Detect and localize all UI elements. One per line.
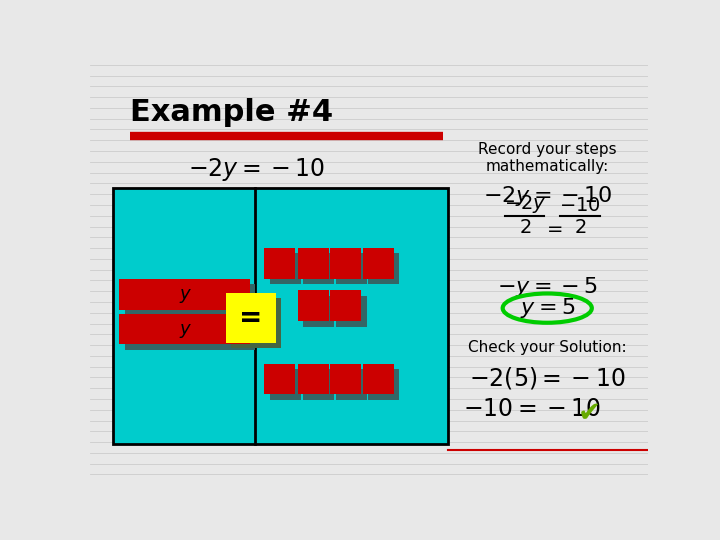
- Bar: [336, 253, 366, 284]
- Bar: [336, 369, 366, 400]
- Bar: [368, 253, 399, 284]
- Text: $-2(5) = -10$: $-2(5) = -10$: [469, 365, 626, 391]
- Text: Record your steps
mathematically:: Record your steps mathematically:: [478, 142, 616, 174]
- Bar: [270, 253, 301, 284]
- Text: $-2y = -10$: $-2y = -10$: [482, 184, 612, 208]
- Text: ✔: ✔: [578, 399, 601, 427]
- Bar: [297, 363, 329, 394]
- Text: $-y = -5$: $-y = -5$: [497, 275, 598, 299]
- Bar: [330, 291, 361, 321]
- Bar: [330, 363, 361, 394]
- Bar: [264, 363, 295, 394]
- Text: $-2y$: $-2y$: [504, 193, 546, 215]
- Text: y: y: [179, 320, 190, 338]
- Text: $-2y=-10$: $-2y=-10$: [188, 156, 325, 183]
- Bar: [303, 253, 334, 284]
- Text: $2$: $2$: [519, 218, 532, 237]
- Text: $-10$: $-10$: [559, 196, 600, 215]
- Bar: [368, 369, 399, 400]
- Text: $=$: $=$: [544, 218, 564, 237]
- Bar: [264, 248, 295, 279]
- Bar: [125, 319, 255, 350]
- Bar: [303, 296, 334, 327]
- Bar: [363, 363, 394, 394]
- Bar: [125, 284, 255, 315]
- Bar: [225, 293, 276, 343]
- Bar: [336, 296, 366, 327]
- Bar: [297, 291, 329, 321]
- Text: $y = 5$: $y = 5$: [520, 296, 575, 320]
- Bar: [363, 248, 394, 279]
- Bar: [297, 248, 329, 279]
- Text: $-10 = -10$: $-10 = -10$: [463, 397, 601, 421]
- Text: y: y: [179, 285, 190, 303]
- Bar: [303, 369, 334, 400]
- Bar: [231, 298, 282, 348]
- Bar: [113, 188, 448, 444]
- Bar: [120, 314, 250, 345]
- Bar: [120, 279, 250, 309]
- Bar: [330, 248, 361, 279]
- Text: Check your Solution:: Check your Solution:: [468, 340, 626, 355]
- Text: Example #4: Example #4: [130, 98, 333, 127]
- Bar: [270, 369, 301, 400]
- Text: =: =: [239, 303, 263, 332]
- Text: $2$: $2$: [574, 218, 586, 237]
